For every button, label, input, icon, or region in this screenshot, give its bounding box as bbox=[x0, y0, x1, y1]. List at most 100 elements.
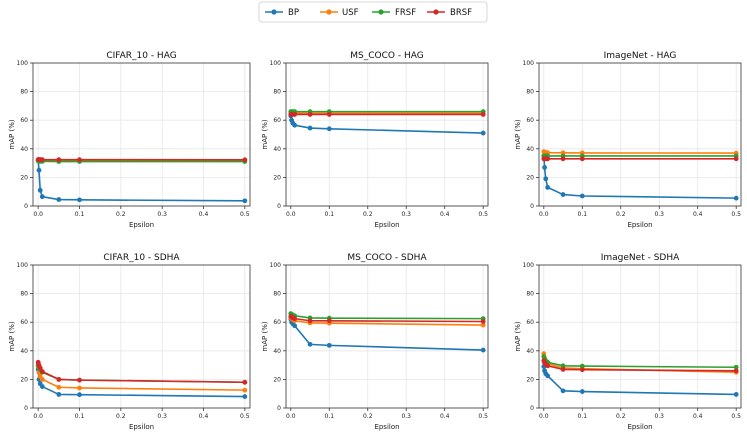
y-axis-label: mAP (%) bbox=[261, 119, 269, 149]
legend-entry-frsf: FRSF bbox=[372, 8, 416, 18]
x-tick-label: 0.5 bbox=[731, 413, 741, 420]
data-point-usf bbox=[242, 387, 248, 393]
data-point-bp bbox=[326, 126, 332, 132]
plot-frame bbox=[32, 62, 251, 207]
data-point-brsf bbox=[560, 156, 566, 162]
y-tick-label: 0 bbox=[277, 405, 281, 412]
data-point-bp bbox=[480, 347, 486, 353]
legend-entry-brsf: BRSF bbox=[427, 8, 472, 18]
series-brsf bbox=[35, 359, 248, 385]
x-tick-label: 0.1 bbox=[578, 413, 588, 420]
x-tick-label: 0.5 bbox=[478, 211, 488, 218]
x-tick-label: 0.4 bbox=[199, 211, 209, 218]
panel-imagenet-hag: 0.0 0.1 0.2 0.3 0.4 0.5 0 20 40 60 80 100 ImageNet -… bbox=[514, 51, 742, 229]
y-tick-label: 20 bbox=[273, 376, 281, 383]
y-tick-label: 100 bbox=[17, 262, 29, 269]
x-tick-label: 0.3 bbox=[654, 413, 664, 420]
legend-label-brsf: BRSF bbox=[450, 8, 472, 18]
series-bp bbox=[35, 157, 248, 204]
x-tick-label: 0.0 bbox=[286, 413, 296, 420]
x-tick-label: 0.4 bbox=[440, 413, 450, 420]
legend: BP USF FRSF BRSF bbox=[258, 1, 488, 23]
series-line-bp bbox=[290, 115, 484, 134]
x-axis-label: Epsilon bbox=[374, 423, 399, 431]
x-tick-label: 0.3 bbox=[401, 211, 411, 218]
panel-title: MS_COCO - HAG bbox=[350, 51, 423, 61]
panel-title: CIFAR_10 - HAG bbox=[106, 51, 176, 61]
data-point-frsf bbox=[560, 363, 566, 369]
x-tick-label: 0.4 bbox=[440, 211, 450, 218]
data-point-bp bbox=[56, 392, 62, 397]
y-tick-label: 20 bbox=[20, 376, 28, 383]
data-point-brsf bbox=[77, 157, 82, 163]
x-tick-label: 0.0 bbox=[539, 211, 549, 218]
data-point-brsf bbox=[733, 156, 739, 162]
y-tick-label: 40 bbox=[20, 146, 28, 153]
data-point-brsf bbox=[579, 367, 585, 373]
data-point-brsf bbox=[326, 112, 332, 117]
y-tick-label: 40 bbox=[273, 146, 281, 153]
y-tick-label: 60 bbox=[20, 319, 28, 326]
data-point-usf bbox=[77, 385, 82, 391]
legend-marker-usf bbox=[326, 9, 332, 15]
x-tick-label: 0.3 bbox=[157, 211, 167, 218]
chart-panels: 0.0 0.1 0.2 0.3 0.4 0.5 0 20 40 60 80 100 CIFAR_10 -… bbox=[8, 51, 742, 431]
x-tick-label: 0.2 bbox=[363, 413, 373, 420]
data-point-bp bbox=[545, 373, 551, 379]
x-tick-label: 0.1 bbox=[325, 413, 335, 420]
legend-label-usf: USF bbox=[342, 8, 359, 18]
x-axis-label: Epsilon bbox=[627, 423, 652, 431]
x-tick-label: 0.0 bbox=[33, 413, 43, 420]
x-tick-label: 0.0 bbox=[539, 413, 549, 420]
data-point-bp bbox=[560, 388, 566, 394]
series-bp bbox=[35, 366, 248, 399]
data-point-brsf bbox=[545, 156, 551, 162]
data-point-bp bbox=[733, 392, 739, 397]
y-tick-label: 20 bbox=[526, 376, 534, 383]
plot-frame bbox=[285, 264, 489, 409]
x-tick-label: 0.0 bbox=[286, 211, 296, 218]
data-point-bp bbox=[480, 130, 486, 136]
y-tick-label: 0 bbox=[530, 405, 534, 412]
data-point-brsf bbox=[480, 112, 486, 117]
y-tick-label: 60 bbox=[273, 117, 281, 124]
series-line-bp bbox=[37, 369, 245, 398]
legend-marker-brsf bbox=[433, 9, 439, 15]
y-tick-label: 60 bbox=[526, 117, 534, 124]
legend-marker-frsf bbox=[378, 9, 384, 15]
series-brsf bbox=[288, 112, 486, 117]
data-point-bp bbox=[242, 198, 248, 204]
data-point-brsf bbox=[326, 318, 332, 324]
y-tick-label: 80 bbox=[273, 89, 281, 96]
data-point-brsf bbox=[579, 156, 585, 162]
legend-entry-bp: BP bbox=[265, 8, 299, 18]
data-point-brsf bbox=[242, 379, 248, 385]
data-point-bp bbox=[37, 187, 43, 193]
data-point-brsf bbox=[560, 366, 566, 372]
y-tick-label: 20 bbox=[20, 174, 28, 181]
panel-ms-coco-sdha: 0.0 0.1 0.2 0.3 0.4 0.5 0 20 40 60 80 100 MS_COCO - … bbox=[261, 253, 489, 431]
data-point-frsf bbox=[579, 363, 585, 369]
y-tick-label: 100 bbox=[270, 60, 282, 67]
data-point-brsf bbox=[77, 377, 82, 383]
data-point-brsf bbox=[307, 112, 313, 117]
data-point-brsf bbox=[39, 369, 45, 374]
panel-title: ImageNet - SDHA bbox=[601, 253, 680, 263]
legend-marker-bp bbox=[271, 9, 277, 15]
x-axis-label: Epsilon bbox=[374, 221, 399, 229]
legend-label-frsf: FRSF bbox=[395, 8, 416, 18]
series-frsf bbox=[288, 311, 486, 322]
data-point-bp bbox=[292, 122, 298, 128]
y-tick-label: 80 bbox=[20, 291, 28, 298]
data-point-bp bbox=[36, 167, 42, 173]
data-point-bp bbox=[543, 176, 549, 182]
y-axis-label: mAP (%) bbox=[8, 119, 16, 149]
data-point-bp bbox=[77, 392, 82, 398]
plot-frame bbox=[285, 62, 489, 207]
y-axis-label: mAP (%) bbox=[261, 321, 269, 351]
data-point-brsf bbox=[56, 157, 62, 163]
x-tick-label: 0.5 bbox=[240, 413, 250, 420]
data-point-brsf bbox=[292, 316, 298, 322]
y-tick-label: 100 bbox=[523, 60, 535, 67]
series-brsf bbox=[541, 156, 739, 162]
